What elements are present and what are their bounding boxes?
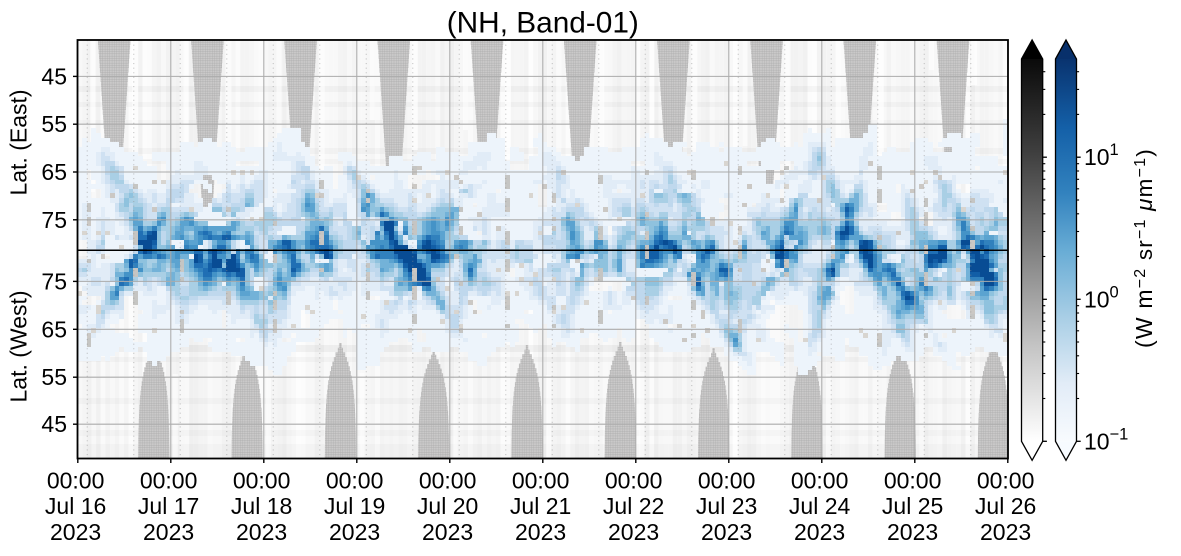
svg-text:45: 45 xyxy=(41,411,67,437)
svg-text:00:00: 00:00 xyxy=(791,468,849,494)
svg-text:Jul 25: Jul 25 xyxy=(882,493,943,519)
svg-text:2023: 2023 xyxy=(608,519,659,545)
svg-text:55: 55 xyxy=(41,364,67,390)
svg-text:65: 65 xyxy=(41,316,67,342)
svg-text:2023: 2023 xyxy=(980,519,1031,545)
svg-text:55: 55 xyxy=(41,111,67,137)
svg-text:2023: 2023 xyxy=(515,519,566,545)
svg-text:10: 10 xyxy=(1084,428,1110,454)
svg-text:00:00: 00:00 xyxy=(233,468,291,494)
svg-text:Jul 22: Jul 22 xyxy=(603,493,664,519)
svg-text:75: 75 xyxy=(41,268,67,294)
svg-text:2023: 2023 xyxy=(329,519,380,545)
svg-text:2023: 2023 xyxy=(50,519,101,545)
svg-text:Lat. (East): Lat. (East) xyxy=(6,89,32,195)
svg-text:Lat. (West): Lat. (West) xyxy=(6,290,32,402)
svg-text:00:00: 00:00 xyxy=(605,468,663,494)
svg-text:Jul 16: Jul 16 xyxy=(45,493,106,519)
svg-text:1: 1 xyxy=(1110,141,1119,159)
svg-text:45: 45 xyxy=(41,63,67,89)
svg-text:2023: 2023 xyxy=(236,519,287,545)
svg-text:Jul 23: Jul 23 xyxy=(696,493,757,519)
svg-text:2023: 2023 xyxy=(422,519,473,545)
svg-text:(NH, Band-01): (NH, Band-01) xyxy=(447,7,639,40)
svg-text:65: 65 xyxy=(41,159,67,185)
svg-text:00:00: 00:00 xyxy=(698,468,756,494)
svg-text:00:00: 00:00 xyxy=(140,468,198,494)
svg-text:Jul 18: Jul 18 xyxy=(231,493,292,519)
svg-text:Jul 26: Jul 26 xyxy=(975,493,1036,519)
svg-text:00:00: 00:00 xyxy=(884,468,942,494)
svg-text:10: 10 xyxy=(1084,144,1110,170)
svg-text:10: 10 xyxy=(1084,286,1110,312)
svg-text:00:00: 00:00 xyxy=(977,468,1035,494)
svg-text:Jul 24: Jul 24 xyxy=(789,493,851,519)
svg-text:75: 75 xyxy=(41,207,67,233)
svg-text:Jul 21: Jul 21 xyxy=(510,493,571,519)
svg-text:00:00: 00:00 xyxy=(419,468,477,494)
svg-text:00:00: 00:00 xyxy=(47,468,105,494)
svg-text:00:00: 00:00 xyxy=(326,468,384,494)
svg-text:Jul 17: Jul 17 xyxy=(138,493,199,519)
svg-text:0: 0 xyxy=(1110,283,1119,301)
svg-text:2023: 2023 xyxy=(143,519,194,545)
svg-text:2023: 2023 xyxy=(887,519,938,545)
svg-text:Jul 19: Jul 19 xyxy=(324,493,385,519)
svg-text:00:00: 00:00 xyxy=(512,468,570,494)
svg-text:2023: 2023 xyxy=(701,519,752,545)
svg-text:Jul 20: Jul 20 xyxy=(417,493,478,519)
svg-text:2023: 2023 xyxy=(794,519,845,545)
svg-text:(W m−2 sr−1 μm−1): (W m−2 sr−1 μm−1) xyxy=(1131,148,1157,348)
svg-text:−1: −1 xyxy=(1110,425,1129,443)
